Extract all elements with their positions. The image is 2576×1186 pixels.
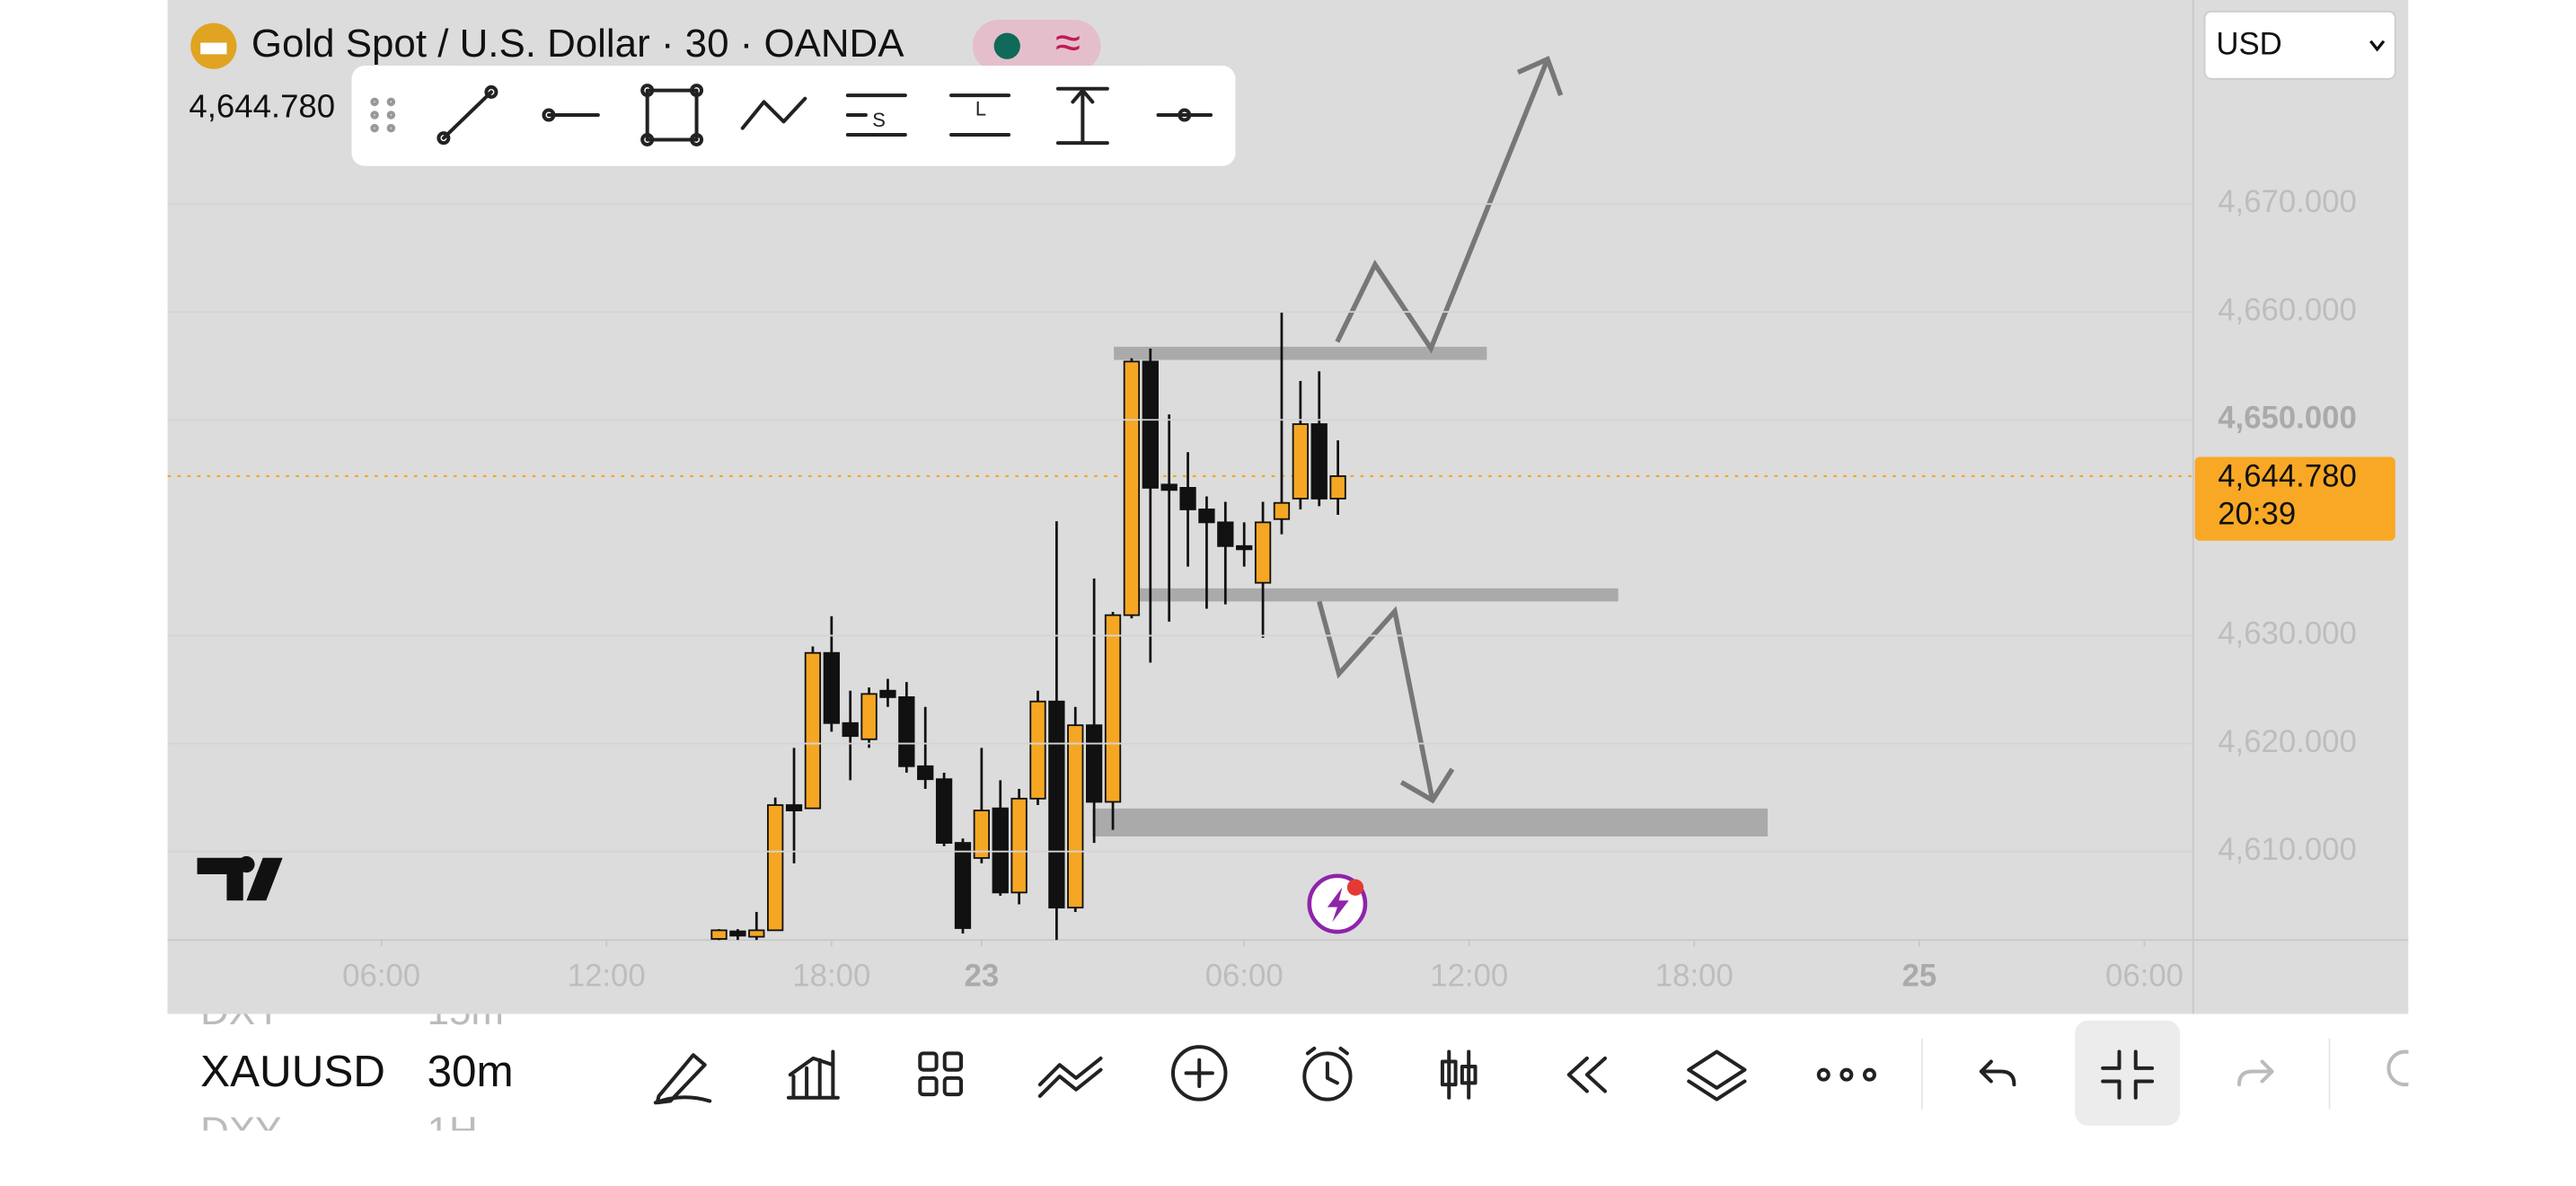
bottom-bar	[167, 1013, 2409, 1131]
candle-body	[973, 810, 991, 859]
symbol[interactable]: XAUUSD	[200, 1047, 385, 1096]
candle-body	[729, 930, 746, 937]
candle-body	[1010, 797, 1028, 894]
candle-body	[1198, 509, 1215, 524]
drawing-toolbar	[351, 66, 1236, 166]
candle-body	[917, 765, 934, 781]
arrow-head	[1399, 767, 1455, 804]
status-pill[interactable]	[972, 19, 1101, 73]
sl-icon-letter: S	[872, 109, 886, 131]
candle-body	[898, 696, 915, 767]
event-badge	[1346, 879, 1364, 896]
candle-body	[879, 689, 896, 698]
y-tick-label: 4,620.000	[2218, 725, 2357, 759]
candle-body	[1310, 423, 1328, 500]
candle-body	[1292, 423, 1309, 500]
x-tick-label: 23	[965, 959, 1000, 993]
y-tick-label: 4,630.000	[2218, 617, 2357, 651]
event-bolt	[1327, 887, 1349, 923]
y-tick-label: 4,610.000	[2218, 833, 2357, 867]
demand-zone	[1092, 808, 1769, 836]
x-tick-label: 06:00	[1205, 959, 1284, 993]
tv-logo-dot	[238, 855, 255, 873]
fullscreen-active[interactable]	[2075, 1020, 2181, 1126]
x-tick-label: 18:00	[792, 959, 870, 993]
candle-body	[860, 693, 878, 740]
price-label-countdown: 20:39	[2218, 497, 2296, 531]
interval[interactable]: 30m	[428, 1047, 514, 1096]
y-tick-label: 4,650.000	[2218, 401, 2357, 435]
bearish-path	[1317, 600, 1435, 801]
x-tick-label: 25	[1902, 959, 1937, 993]
candle-body	[1104, 614, 1122, 803]
candle-body	[1273, 501, 1291, 520]
x-tick-label: 12:00	[1430, 959, 1508, 993]
currency[interactable]: USD	[2216, 27, 2281, 61]
toolbar-icons	[370, 84, 1213, 146]
x-tick-label: 12:00	[568, 959, 646, 993]
candle-body	[1029, 700, 1046, 800]
last-price: 4,644.780	[189, 87, 335, 124]
x-tick-label: 06:00	[342, 959, 420, 993]
candle-body	[1179, 487, 1196, 510]
arrow-head	[1516, 56, 1564, 97]
candle-body	[767, 804, 784, 932]
candle-body	[710, 929, 728, 940]
candle-body	[1160, 483, 1178, 491]
candles	[710, 312, 1346, 941]
symbol-icon-bar	[200, 42, 227, 55]
candle-body	[935, 778, 953, 845]
support-zone	[1134, 588, 1619, 602]
long-icon-letter: L	[975, 97, 986, 119]
plot	[167, 56, 2193, 941]
data-delay-icon: ≈	[1055, 17, 1081, 68]
symbol-title[interactable]: Gold Spot / U.S. Dollar · 30 · OANDA	[251, 22, 904, 66]
candle-body	[1254, 521, 1272, 584]
cover	[167, 987, 562, 1014]
candle-body	[842, 721, 859, 738]
price-label-price: 4,644.780	[2218, 459, 2357, 493]
y-tick-label: 4,670.000	[2218, 185, 2357, 219]
candle-body	[954, 842, 972, 929]
x-tick-label: 06:00	[2105, 959, 2183, 993]
x-tick-label: 18:00	[1655, 959, 1734, 993]
y-tick-label: 4,660.000	[2218, 293, 2357, 327]
currency-select[interactable]	[2203, 10, 2396, 80]
candle-body	[1217, 521, 1234, 547]
candle-body	[748, 929, 765, 938]
dropdown-caret	[2369, 40, 2386, 52]
tv-logo	[197, 857, 283, 901]
price-label	[2194, 456, 2395, 541]
candle-body	[1086, 724, 1103, 803]
bottom-cover	[167, 1130, 2409, 1186]
candle-body	[785, 804, 803, 811]
candle-body	[1048, 700, 1065, 909]
candle-body	[992, 807, 1009, 894]
candle-body	[1329, 475, 1346, 500]
candle-body	[1123, 360, 1141, 616]
candle-body	[1067, 724, 1084, 909]
market-open-dot	[993, 32, 1020, 59]
bottom-icons[interactable]	[653, 1045, 2424, 1105]
candle-body	[823, 651, 840, 724]
candle-body	[1142, 360, 1159, 489]
candle-body	[1236, 544, 1253, 551]
right-margin	[2408, 0, 2576, 1186]
resistance-zone	[1114, 346, 1487, 360]
candle-body	[804, 651, 822, 810]
